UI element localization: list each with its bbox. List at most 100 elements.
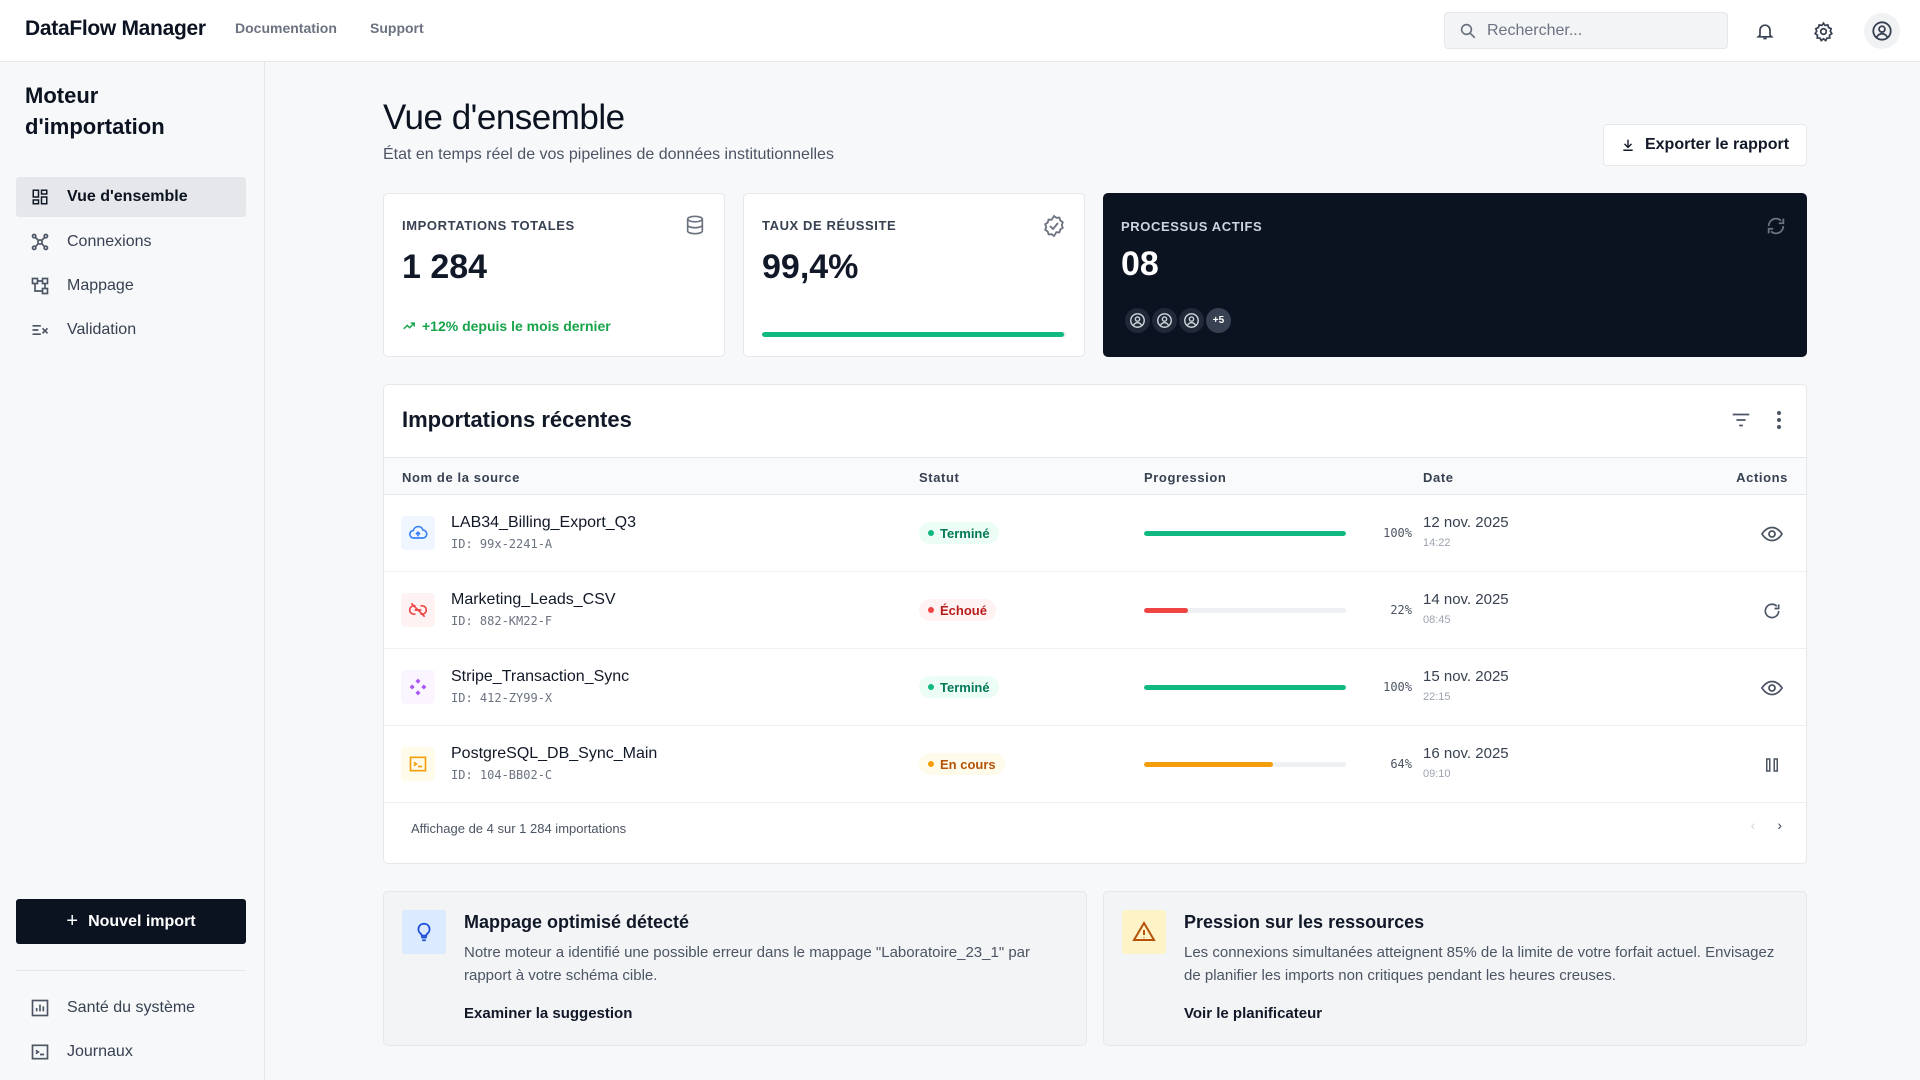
trend-text: +12% depuis le mois dernier bbox=[422, 318, 611, 334]
progress-percent: 100% bbox=[1383, 680, 1412, 694]
search-icon bbox=[1459, 22, 1477, 40]
sidebar: Moteur d'importation Vue d'ensemble Conn… bbox=[0, 62, 265, 1080]
view-button[interactable] bbox=[1758, 520, 1786, 548]
next-page-button[interactable]: › bbox=[1777, 817, 1782, 833]
status-dot bbox=[928, 530, 934, 536]
progress-percent: 64% bbox=[1390, 757, 1412, 771]
sidebar-item-label: Journaux bbox=[67, 1043, 133, 1060]
column-status[interactable]: Statut bbox=[919, 470, 960, 485]
insight-text: Les connexions simultanées atteignent 85… bbox=[1184, 944, 1775, 984]
import-time: 08:45 bbox=[1423, 614, 1451, 626]
import-time: 14:22 bbox=[1423, 537, 1451, 549]
status-dot bbox=[928, 761, 934, 767]
column-date[interactable]: Date bbox=[1423, 470, 1454, 485]
import-time: 22:15 bbox=[1423, 691, 1451, 703]
avatar[interactable] bbox=[1177, 306, 1206, 335]
status-dot bbox=[928, 607, 934, 613]
search-box[interactable] bbox=[1444, 12, 1728, 49]
column-source[interactable]: Nom de la source bbox=[402, 470, 520, 485]
sync-icon bbox=[1765, 215, 1787, 237]
status-badge: Terminé bbox=[919, 676, 999, 698]
sidebar-item-label: Validation bbox=[67, 321, 137, 338]
panel-tools bbox=[1730, 409, 1782, 431]
pause-icon bbox=[1766, 758, 1778, 772]
review-suggestion-link[interactable]: Examiner la suggestion bbox=[464, 1005, 633, 1022]
sidebar-item-mappage[interactable]: Mappage bbox=[16, 266, 246, 306]
column-progress[interactable]: Progression bbox=[1144, 470, 1227, 485]
export-report-button[interactable]: Exporter le rapport bbox=[1603, 124, 1807, 166]
status-text: Échoué bbox=[940, 602, 987, 618]
filter-button[interactable] bbox=[1730, 409, 1752, 431]
pagination-summary: Affichage de 4 sur 1 284 importations bbox=[411, 821, 627, 836]
sidebar-item-system-health[interactable]: Santé du système bbox=[16, 988, 246, 1028]
stat-label: Taux de réussite bbox=[762, 218, 897, 233]
chart-icon bbox=[29, 997, 51, 1019]
previous-page-button[interactable]: ‹ bbox=[1750, 817, 1756, 833]
active-users-avatars: +5 bbox=[1123, 306, 1233, 335]
sidebar-item-overview[interactable]: Vue d'ensemble bbox=[16, 177, 246, 217]
user-icon bbox=[1129, 312, 1146, 329]
new-import-button[interactable]: + Nouvel import bbox=[16, 899, 246, 944]
retry-button[interactable] bbox=[1758, 597, 1786, 625]
nav-support[interactable]: Support bbox=[370, 20, 424, 36]
sidebar-item-logs[interactable]: Journaux bbox=[16, 1032, 246, 1072]
more-options-button[interactable] bbox=[1776, 410, 1782, 430]
terminal-icon bbox=[29, 1041, 51, 1063]
table-row[interactable]: LAB34_Billing_Export_Q3 ID: 99x-2241-A T… bbox=[384, 495, 1806, 572]
settings-button[interactable] bbox=[1808, 16, 1838, 46]
stat-trend: +12% depuis le mois dernier bbox=[402, 318, 611, 334]
status-text: Terminé bbox=[940, 525, 990, 541]
brand-logo[interactable]: DataFlow Manager bbox=[25, 17, 206, 40]
sidebar-divider bbox=[16, 970, 246, 971]
source-name[interactable]: Stripe_Transaction_Sync bbox=[451, 668, 630, 685]
status-badge: En cours bbox=[919, 753, 1005, 775]
sidebar-item-label: Santé du système bbox=[67, 999, 196, 1016]
user-avatar-button[interactable] bbox=[1864, 13, 1900, 49]
hub-icon bbox=[401, 670, 435, 704]
progress-bar bbox=[1144, 762, 1346, 767]
sidebar-item-validation[interactable]: Validation bbox=[16, 310, 246, 350]
table-row[interactable]: PostgreSQL_DB_Sync_Main ID: 104-BB02-C E… bbox=[384, 726, 1806, 803]
filter-icon bbox=[1732, 413, 1750, 427]
avatar[interactable] bbox=[1123, 306, 1152, 335]
sidebar-item-connexions[interactable]: Connexions bbox=[16, 222, 246, 262]
insight-title: Pression sur les ressources bbox=[1184, 912, 1425, 932]
nav-documentation[interactable]: Documentation bbox=[235, 20, 337, 36]
eye-icon bbox=[1760, 526, 1784, 542]
avatar[interactable] bbox=[1150, 306, 1179, 335]
status-text: En cours bbox=[940, 756, 996, 772]
progress-fill bbox=[1144, 685, 1346, 690]
stat-value: 99,4% bbox=[762, 248, 859, 286]
table-row[interactable]: Marketing_Leads_CSV ID: 882-KM22-F Échou… bbox=[384, 572, 1806, 649]
progress-bar bbox=[1144, 608, 1346, 613]
link-off-icon bbox=[401, 593, 435, 627]
status-dot bbox=[928, 684, 934, 690]
success-rate-fill bbox=[762, 332, 1065, 337]
import-time: 09:10 bbox=[1423, 768, 1451, 780]
validation-icon bbox=[29, 319, 51, 341]
stat-card-total-imports: Importations totales 1 284 +12% depuis l… bbox=[383, 193, 725, 357]
import-date: 16 nov. 2025 bbox=[1423, 745, 1509, 762]
bell-icon bbox=[1755, 21, 1775, 41]
gear-icon bbox=[1813, 21, 1834, 42]
table-row[interactable]: Stripe_Transaction_Sync ID: 412-ZY99-X T… bbox=[384, 649, 1806, 726]
progress-percent: 100% bbox=[1383, 526, 1412, 540]
more-avatars-badge[interactable]: +5 bbox=[1204, 306, 1233, 335]
database-icon bbox=[684, 214, 706, 236]
table-header: Nom de la source Statut Progression Date… bbox=[384, 457, 1806, 495]
source-name[interactable]: PostgreSQL_DB_Sync_Main bbox=[451, 745, 658, 762]
status-text: Terminé bbox=[940, 679, 990, 695]
pause-button[interactable] bbox=[1758, 751, 1786, 779]
stat-card-active-processes: Processus actifs 08 +5 bbox=[1103, 193, 1807, 357]
source-id: ID: 99x-2241-A bbox=[451, 537, 553, 551]
grid-icon bbox=[29, 186, 51, 208]
source-name[interactable]: Marketing_Leads_CSV bbox=[451, 591, 616, 608]
insight-title: Mappage optimisé détecté bbox=[464, 912, 690, 932]
progress-fill bbox=[1144, 608, 1189, 613]
progress-percent: 22% bbox=[1390, 603, 1412, 617]
view-button[interactable] bbox=[1758, 674, 1786, 702]
source-name[interactable]: LAB34_Billing_Export_Q3 bbox=[451, 514, 637, 531]
notifications-button[interactable] bbox=[1750, 16, 1780, 46]
view-scheduler-link[interactable]: Voir le planificateur bbox=[1184, 1005, 1323, 1022]
search-input[interactable] bbox=[1487, 21, 1717, 40]
